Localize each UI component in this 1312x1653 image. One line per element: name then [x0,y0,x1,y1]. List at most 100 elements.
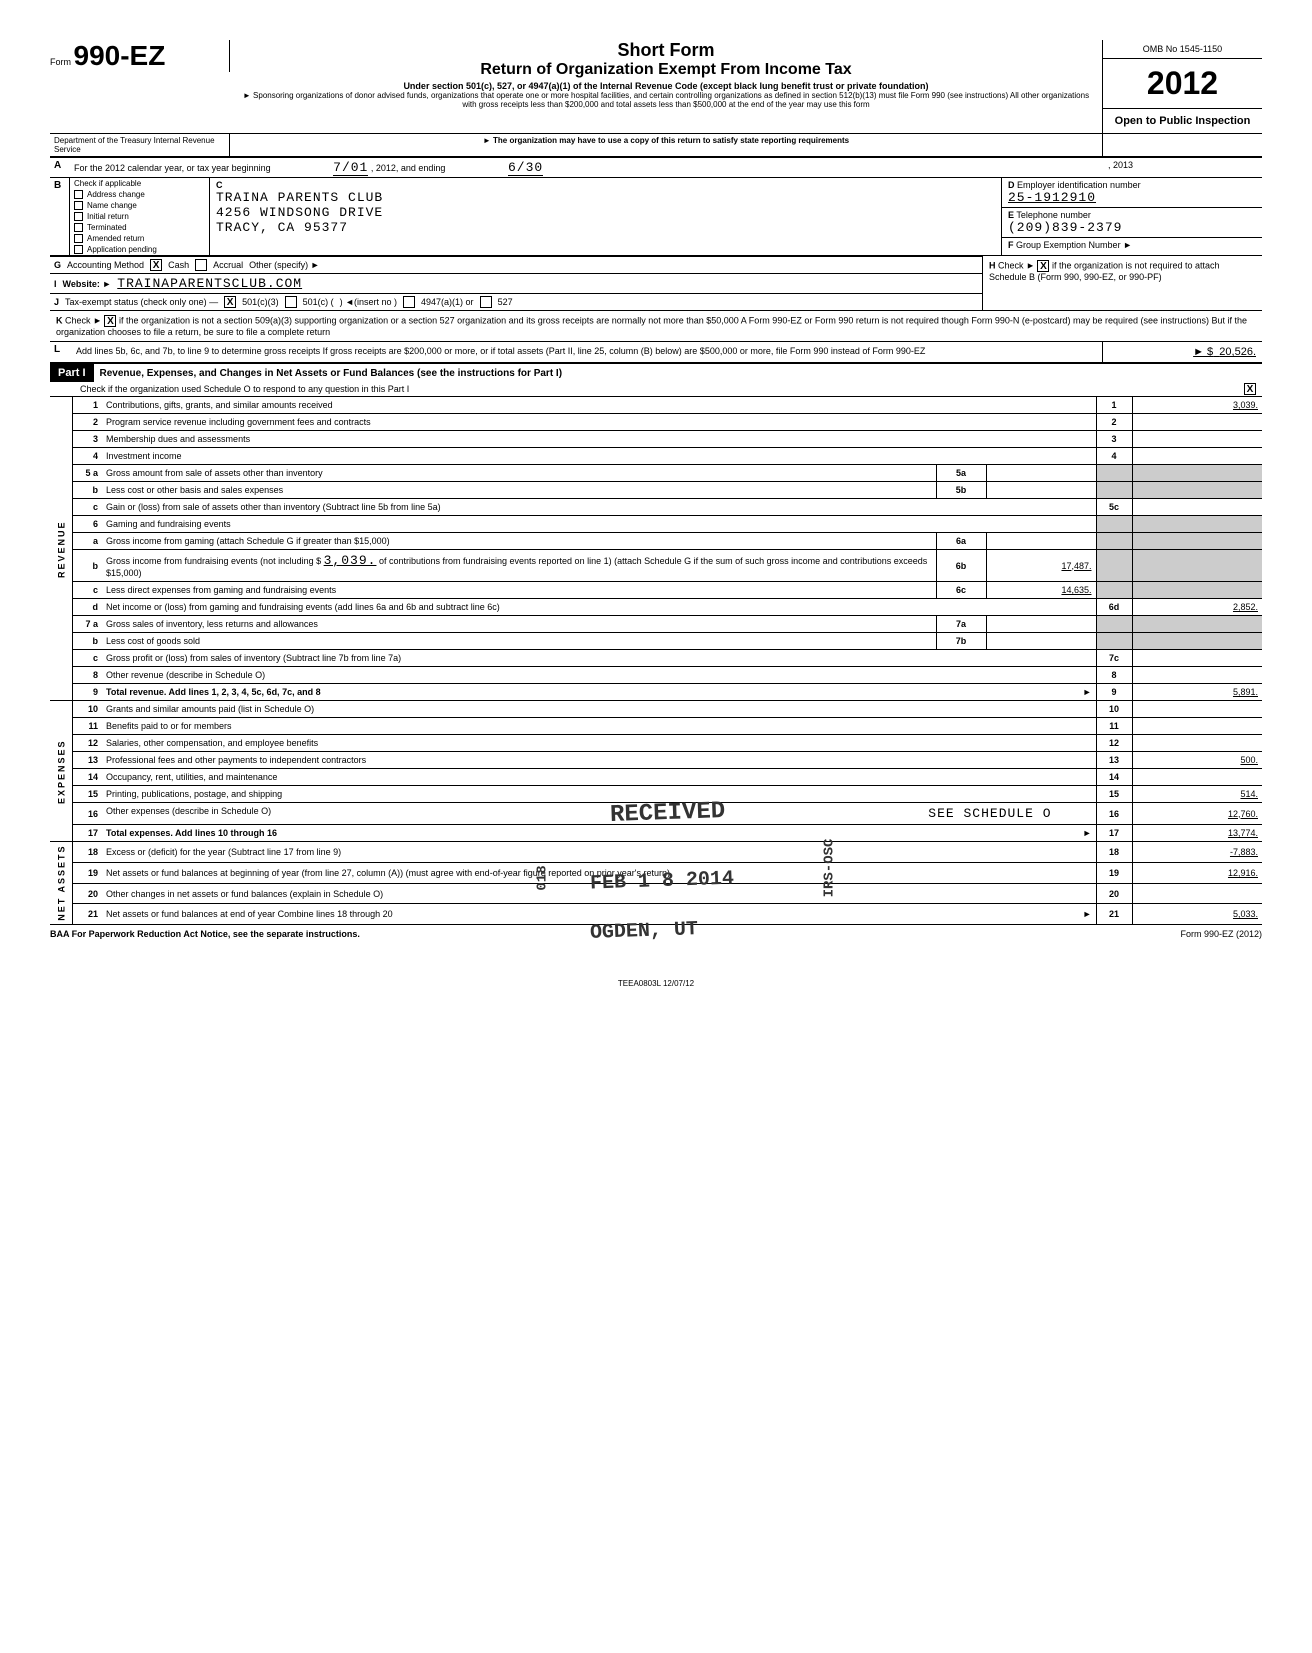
ln6-no: 6 [72,516,102,533]
short-form-title: Short Form [240,40,1092,61]
4947-label: 4947(a)(1) or [421,297,474,307]
cb-address-change[interactable] [74,190,83,199]
ln21-amt: 5,033. [1132,904,1262,924]
ln7c-amt [1132,650,1262,667]
cb-k[interactable]: X [104,315,116,327]
ln4-num: 4 [1096,448,1132,465]
ln5a-no: 5 a [72,465,102,482]
ln5b-num-shade [1096,482,1132,499]
ln16-num: 16 [1096,803,1132,825]
cb-app-pending[interactable] [74,245,83,254]
cb-501c3[interactable]: X [224,296,236,308]
ln21-no: 21 [72,904,102,924]
ln7b-subval [986,633,1096,650]
ln16-amt: 12,760. [1132,803,1262,825]
ln5b-no: b [72,482,102,499]
cb-cash[interactable]: X [150,259,162,271]
cb-h[interactable]: X [1037,260,1049,272]
cb-terminated[interactable] [74,223,83,232]
line-a-text: For the 2012 calendar year, or tax year … [74,163,271,173]
ln12-num: 12 [1096,735,1132,752]
cb-sched-o[interactable]: X [1244,383,1256,395]
ln6-desc: Gaming and fundraising events [102,516,1096,533]
ln5b-subval [986,482,1096,499]
ln5a-subval [986,465,1096,482]
check-if-applicable: Check if applicable [70,178,209,189]
ln6a-desc: Gross income from gaming (attach Schedul… [102,533,936,550]
ln9-no: 9 [72,684,102,701]
ln6b-no: b [72,550,102,582]
ln9-num: 9 [1096,684,1132,701]
ln5b-desc: Less cost or other basis and sales expen… [102,482,936,499]
ln5b-sub: 5b [936,482,986,499]
label-g: G [54,260,61,270]
label-a: A [50,158,70,177]
l-value: 20,526. [1219,346,1256,358]
ln7b-no: b [72,633,102,650]
cb-amended[interactable] [74,234,83,243]
ln15-amt: 514. [1132,786,1262,803]
ln21-num: 21 [1096,904,1132,924]
tax-year-begin: 7/01 [333,160,368,176]
ln6-num-shade [1096,516,1132,533]
ln1-no: 1 [72,397,102,414]
org-name: TRAINA PARENTS CLUB [216,190,995,205]
ln5c-desc: Gain or (loss) from sale of assets other… [102,499,1096,516]
ln6d-amt: 2,852. [1132,599,1262,616]
ln11-no: 11 [72,718,102,735]
tax-year-end: 6/30 [508,160,543,176]
label-k: K [56,316,63,326]
footer-baa: BAA For Paperwork Reduction Act Notice, … [50,929,360,939]
ln5a-amt-shade [1132,465,1262,482]
cb-4947[interactable] [403,296,415,308]
501c3-label: 501(c)(3) [242,297,279,307]
cb-name-change[interactable] [74,201,83,210]
ln6b-sub: 6b [936,550,986,582]
footer-teea: TEEA0803L 12/07/12 [50,979,1262,988]
cb-label-4: Amended return [87,234,144,243]
ln5a-sub: 5a [936,465,986,482]
ln19-num: 19 [1096,862,1132,883]
ln17-amt: 13,774. [1132,825,1262,842]
ln6b-desc: Gross income from fundraising events (no… [102,550,936,582]
ln10-no: 10 [72,701,102,718]
cb-accrual[interactable] [195,259,207,271]
form-label: Form [50,57,71,67]
ln14-no: 14 [72,769,102,786]
ln1-amt: 3,039. [1132,397,1262,414]
ln10-amt [1132,701,1262,718]
ln7b-sub: 7b [936,633,986,650]
ln7a-num-shade [1096,616,1132,633]
ln6c-subval: 14,635. [986,582,1096,599]
side-assets: NET ASSETS [50,842,72,925]
ln20-no: 20 [72,883,102,904]
website-value: TRAINAPARENTSCLUB.COM [117,276,302,291]
h-check: Check ► [998,261,1037,271]
label-d: D [1008,180,1015,190]
omb-number: OMB No 1545-1150 [1103,40,1262,59]
ln7a-sub: 7a [936,616,986,633]
ln3-num: 3 [1096,431,1132,448]
k-check: Check ► [65,316,104,326]
527-label: 527 [498,297,513,307]
cb-527[interactable] [480,296,492,308]
ln6a-num-shade [1096,533,1132,550]
ln2-no: 2 [72,414,102,431]
ln7a-no: 7 a [72,616,102,633]
cb-initial-return[interactable] [74,212,83,221]
label-h: H [989,261,996,271]
501c-label: 501(c) ( [303,297,334,307]
l-arrow: ► $ [1193,346,1213,358]
cb-501c[interactable] [285,296,297,308]
ln6b-num-shade [1096,550,1132,582]
ln7b-num-shade [1096,633,1132,650]
ln15-desc: Printing, publications, postage, and shi… [102,786,1096,803]
ln13-no: 13 [72,752,102,769]
ln3-amt [1132,431,1262,448]
footer-form: Form 990-EZ (2012) [1180,929,1262,939]
side-revenue: REVENUE [50,397,72,701]
ln13-amt: 500. [1132,752,1262,769]
ln18-no: 18 [72,842,102,863]
ein-label: Employer identification number [1017,180,1141,190]
ln8-amt [1132,667,1262,684]
